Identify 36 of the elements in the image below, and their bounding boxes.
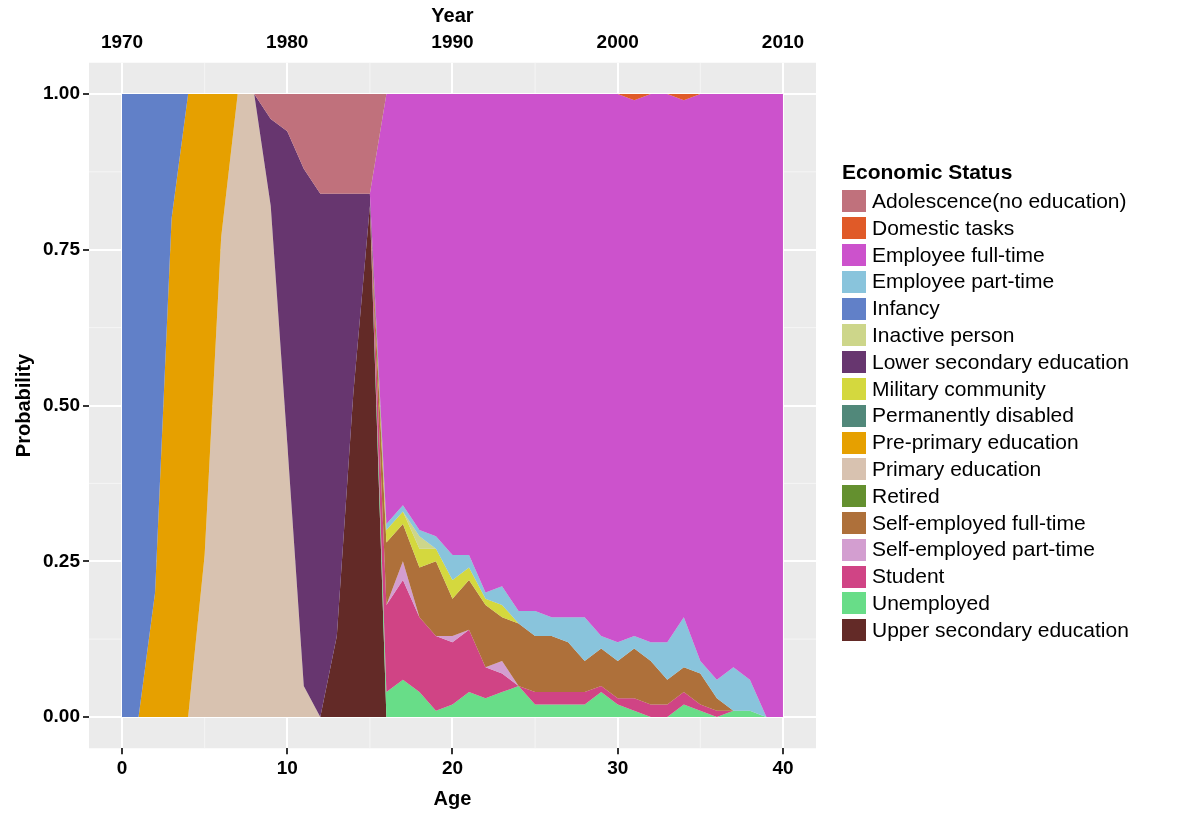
legend-label: Infancy <box>872 295 940 322</box>
legend-label: Military community <box>872 375 1046 402</box>
y-tick-label: 0.75 <box>43 237 81 259</box>
y-tick-label: 1.00 <box>43 82 80 104</box>
y-axis-title: Probability <box>11 352 34 458</box>
x-axis-title: Age <box>433 786 472 809</box>
x2-tick-label: 1980 <box>266 30 309 52</box>
legend-label: Upper secondary education <box>872 616 1129 643</box>
x-tick-label: 10 <box>276 756 298 778</box>
x-tick-label: 20 <box>441 756 464 778</box>
legend-label: Employee full-time <box>872 241 1045 268</box>
y-tick-label: 0.25 <box>43 549 81 571</box>
x2-tick-label: 2000 <box>596 30 639 52</box>
legend-title: Economic Status <box>842 160 1014 184</box>
x-tick-label: 40 <box>772 756 794 778</box>
legend-label: Adolescence(no education) <box>872 188 1127 214</box>
legend-label: Inactive person <box>872 322 1015 348</box>
legend-label: Student <box>872 563 945 590</box>
y-tick-label: 0.00 <box>43 705 80 727</box>
legend-label: Lower secondary education <box>872 348 1129 375</box>
x-tick-label: 0 <box>116 756 128 778</box>
x2-tick-label: 2010 <box>761 30 805 52</box>
legend-label: Self-employed full-time <box>872 509 1086 536</box>
legend-label: Permanently disabled <box>872 402 1074 429</box>
legend-label: Unemployed <box>872 589 990 616</box>
legend-label: Employee part-time <box>872 268 1055 295</box>
x-tick-label: 30 <box>607 756 629 778</box>
legend-label: Domestic tasks <box>872 214 1015 241</box>
y-tick-label: 0.50 <box>43 393 80 415</box>
legend-label: Pre-primary education <box>872 429 1079 456</box>
x2-axis-title: Year <box>431 3 474 26</box>
legend-label: Self-employed part-time <box>872 536 1095 563</box>
x2-tick-label: 1990 <box>431 30 474 52</box>
x2-tick-label: 1970 <box>100 30 144 52</box>
legend-label: Retired <box>872 482 940 509</box>
legend-label: Primary education <box>872 455 1042 482</box>
